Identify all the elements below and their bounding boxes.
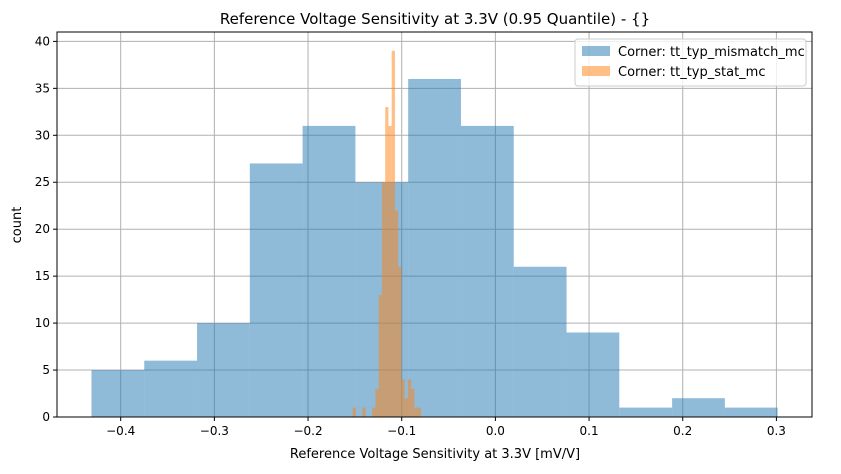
legend-label: Corner: tt_typ_stat_mc: [618, 65, 766, 80]
plot-frame: [56, 31, 813, 418]
histogram-bar-series-1: [566, 332, 620, 417]
histogram-bar-series-1: [408, 78, 461, 417]
histogram-bar-series-1: [460, 125, 514, 417]
y-axis-label: count: [10, 207, 25, 244]
histogram-bar-series-1: [91, 370, 145, 417]
histogram-bar-series-1: [197, 323, 250, 417]
y-tick-label: 40: [35, 34, 50, 48]
legend-box: [574, 38, 807, 87]
histogram-bar-series-2: [414, 407, 418, 417]
y-tick-label: 35: [35, 81, 50, 95]
histogram-bar-series-2: [417, 407, 421, 417]
legend: Corner: tt_typ_mismatch_mc Corner: tt_typ…: [574, 38, 807, 87]
y-tick-label: 30: [35, 128, 50, 142]
histogram-bar-series-2: [398, 266, 402, 417]
y-tick-label: 5: [42, 363, 50, 377]
x-tick-label: 0.2: [673, 424, 692, 438]
x-tick-label: 0.1: [580, 424, 599, 438]
x-tick-label: −0.2: [293, 424, 322, 438]
histogram-bar-series-2: [388, 125, 392, 417]
histogram-bar-series-2: [378, 294, 382, 417]
y-tick-label: 10: [35, 316, 50, 330]
x-tick-label: −0.1: [387, 424, 416, 438]
histogram-bar-series-2: [352, 407, 356, 417]
chart-title: Reference Voltage Sensitivity at 3.3V (0…: [220, 10, 650, 28]
histogram-bar-series-2: [394, 210, 399, 417]
histogram-bar-series-2: [375, 388, 379, 417]
y-tick-label: 0: [42, 410, 50, 424]
histogram-bar-series-2: [411, 388, 415, 417]
x-tick-label: −0.4: [106, 424, 135, 438]
x-tick-label: 0.3: [767, 424, 786, 438]
legend-swatch: [582, 66, 610, 76]
histogram-bar-series-1: [249, 163, 303, 417]
legend-label: Corner: tt_typ_mismatch_mc: [618, 45, 805, 60]
histogram-bar-series-2: [391, 50, 395, 417]
histogram-bar-series-1: [672, 398, 725, 417]
histogram-bar-series-1: [302, 125, 356, 417]
y-tick-label: 15: [35, 269, 50, 283]
histogram-bar-series-1: [144, 360, 198, 417]
histogram-bar-series-2: [385, 107, 389, 417]
histogram-bar-series-2: [362, 407, 366, 417]
histogram-bar-series-2: [404, 398, 408, 417]
bars: [91, 50, 778, 417]
histogram-bar-series-1: [619, 407, 673, 417]
histogram-bar-series-2: [372, 407, 376, 417]
y-tick-label: 25: [35, 175, 50, 189]
legend-swatch: [582, 46, 610, 56]
histogram-bar-series-2: [407, 379, 412, 417]
histogram-bar-series-2: [401, 379, 405, 417]
x-tick-label: 0.0: [486, 424, 505, 438]
x-axis-label: Reference Voltage Sensitivity at 3.3V [m…: [290, 447, 580, 462]
histogram-bar-series-1: [513, 266, 567, 417]
histogram-bar-series-2: [381, 182, 386, 417]
x-tick-label: −0.3: [200, 424, 229, 438]
y-tick-label: 20: [35, 222, 50, 236]
histogram-bar-series-1: [724, 407, 778, 417]
axis-ticks: −0.4 −0.3 −0.2 −0.1 0.0 0.1 0.2 0.3 0 5 10 15 20 25 30…: [35, 34, 786, 438]
